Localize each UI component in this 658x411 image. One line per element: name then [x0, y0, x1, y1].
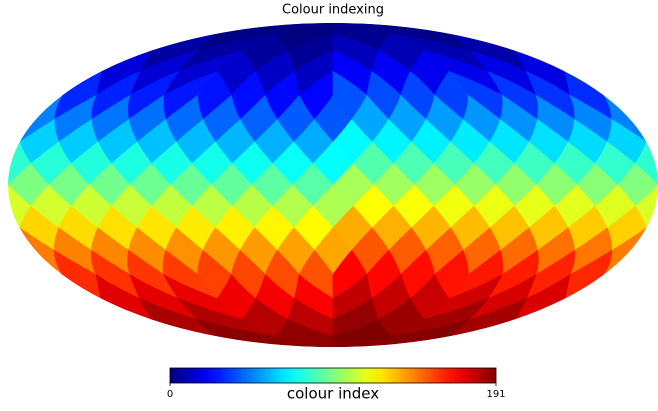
pixel — [332, 318, 470, 347]
pixel — [332, 318, 393, 347]
map — [8, 23, 658, 347]
colorbar-tick-label: 191 — [486, 389, 505, 400]
colorbar-tick-label: 0 — [167, 389, 173, 400]
pixel — [8, 141, 658, 186]
pixel — [196, 318, 334, 347]
chart-title: Colour indexing — [282, 3, 384, 18]
pixel — [273, 318, 334, 347]
colorbar — [169, 367, 497, 384]
colorbar-label: colour index — [287, 385, 379, 403]
